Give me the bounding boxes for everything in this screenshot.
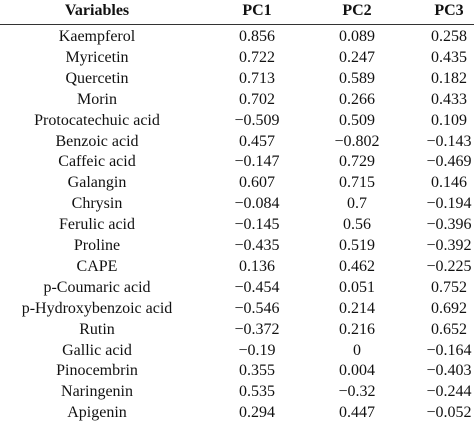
- variable-name: Chrysin: [71, 195, 123, 213]
- loading-value: 0.457: [239, 132, 275, 150]
- loading-value: 0.722: [239, 48, 275, 66]
- loading-value: −0.147: [234, 153, 280, 171]
- loading-value: 0.7: [347, 195, 367, 213]
- loading-value: 0: [353, 341, 361, 359]
- loading-value: 0.258: [431, 28, 467, 45]
- loading-value: −0.396: [426, 216, 472, 234]
- loading-value: 0.589: [339, 69, 375, 87]
- loading-value: 0.136: [239, 257, 275, 275]
- variable-name: Naringenin: [61, 383, 133, 401]
- variable-name: CAPE: [76, 257, 118, 275]
- loading-value: −0.145: [234, 216, 280, 234]
- loading-value: 0.462: [339, 257, 375, 275]
- variable-name: Galangin: [67, 174, 127, 192]
- loading-value: 0.652: [431, 320, 467, 338]
- loading-value: 0.692: [431, 299, 467, 317]
- loading-value: −0.435: [234, 237, 280, 254]
- loading-value: 0.713: [239, 69, 275, 87]
- variable-name: Protocatechuic acid: [34, 111, 160, 129]
- loading-value: 0.702: [239, 90, 275, 108]
- header-cell: PC1: [242, 2, 272, 19]
- variable-name: Quercetin: [65, 69, 129, 87]
- loading-value: 0.004: [339, 362, 375, 380]
- loading-value: 0.56: [343, 216, 371, 234]
- loading-value: −0.052: [426, 404, 472, 422]
- loading-value: 0.089: [339, 28, 375, 45]
- loading-value: −0.084: [234, 195, 280, 213]
- loading-value: −0.19: [238, 341, 276, 359]
- loading-value: 0.715: [339, 174, 375, 192]
- header-cell: Variables: [64, 2, 130, 19]
- loading-value: 0.182: [431, 69, 467, 87]
- loading-value: −0.164: [426, 341, 472, 359]
- header-rule: [0, 24, 474, 25]
- loading-value: 0.146: [431, 174, 467, 192]
- loading-value: 0.214: [339, 299, 375, 317]
- loading-value: −0.372: [234, 320, 280, 338]
- variable-name: Morin: [77, 90, 117, 108]
- variable-name: Ferulic acid: [59, 216, 135, 234]
- loading-value: −0.225: [426, 257, 472, 275]
- loading-value: −0.32: [338, 383, 376, 401]
- variable-name: Proline: [73, 237, 121, 254]
- variable-name: Rutin: [79, 320, 115, 338]
- variable-name: Apigenin: [67, 404, 127, 422]
- loading-value: 0.447: [339, 404, 375, 422]
- loading-value: 0.294: [239, 404, 275, 422]
- variable-name: Gallic acid: [62, 341, 132, 359]
- loading-value: 0.435: [431, 48, 467, 66]
- loading-value: −0.546: [234, 299, 280, 317]
- loading-value: −0.454: [234, 278, 280, 296]
- loading-value: 0.266: [339, 90, 375, 108]
- loading-value: −0.143: [426, 132, 472, 150]
- loading-value: 0.535: [239, 383, 275, 401]
- loading-value: 0.856: [239, 28, 275, 45]
- loading-value: 0.752: [431, 278, 467, 296]
- loading-value: 0.247: [339, 48, 375, 66]
- variable-name: Caffeic acid: [58, 153, 136, 171]
- loading-value: −0.509: [234, 111, 280, 129]
- variable-name: p-Coumaric acid: [43, 278, 151, 296]
- variable-name: Benzoic acid: [55, 132, 139, 150]
- loading-value: 0.109: [431, 111, 467, 129]
- loading-value: 0.519: [339, 237, 375, 254]
- header-cell: PC3: [434, 2, 464, 19]
- loading-value: 0.607: [239, 174, 275, 192]
- loading-value: 0.509: [339, 111, 375, 129]
- loading-value: 0.355: [239, 362, 275, 380]
- loading-value: 0.729: [339, 153, 375, 171]
- loading-value: 0.051: [339, 278, 375, 296]
- loading-value: −0.244: [426, 383, 472, 401]
- variable-name: Myricetin: [65, 48, 129, 66]
- loading-value: −0.403: [426, 362, 472, 380]
- header-cell: PC2: [342, 2, 372, 19]
- variable-name: p-Hydroxybenzoic acid: [21, 299, 173, 317]
- loading-value: −0.469: [426, 153, 472, 171]
- loading-value: −0.392: [426, 237, 472, 254]
- loading-value: 0.216: [339, 320, 375, 338]
- variable-name: Pinocembrin: [56, 362, 138, 380]
- loading-value: 0.433: [431, 90, 467, 108]
- variable-name: Kaempferol: [58, 28, 136, 45]
- loading-value: −0.194: [426, 195, 472, 213]
- loading-value: −0.802: [334, 132, 380, 150]
